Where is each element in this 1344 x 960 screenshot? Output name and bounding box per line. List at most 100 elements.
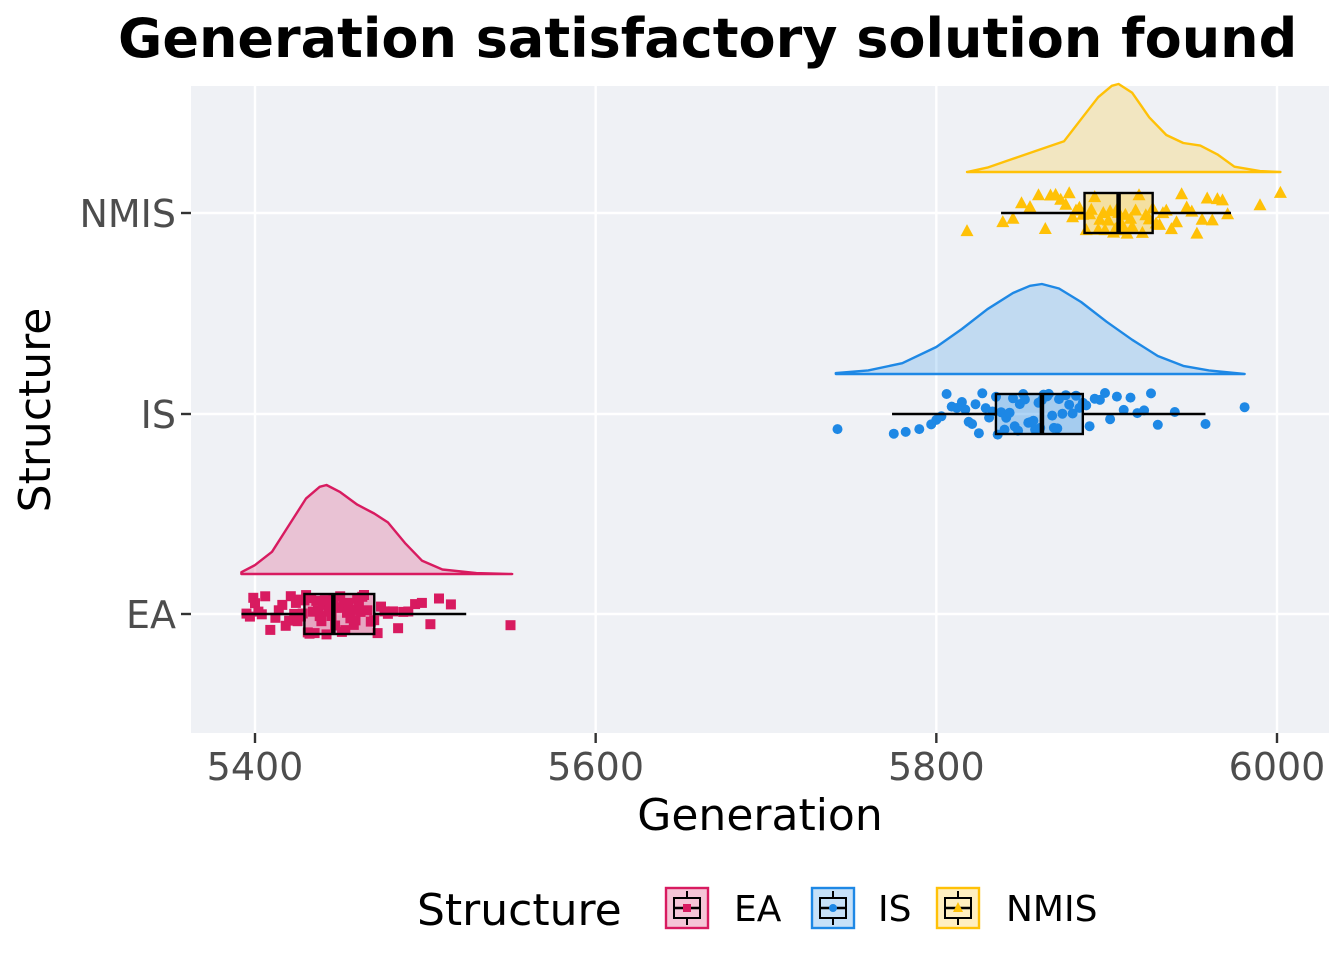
point-ea bbox=[244, 611, 255, 622]
point-nmis bbox=[1170, 215, 1183, 228]
point-nmis bbox=[1190, 226, 1204, 239]
point-ea bbox=[280, 620, 291, 631]
point-ea bbox=[273, 605, 284, 616]
point-nmis bbox=[1062, 186, 1076, 199]
point-ea bbox=[313, 605, 323, 616]
point-ea bbox=[434, 593, 444, 604]
point-is bbox=[956, 397, 967, 407]
point-nmis bbox=[1124, 211, 1137, 224]
point-nmis bbox=[1006, 211, 1020, 224]
point-ea bbox=[319, 595, 330, 606]
point-nmis bbox=[1175, 187, 1189, 200]
point-nmis bbox=[1153, 217, 1166, 230]
point-ea bbox=[445, 599, 456, 610]
y-tick-label-ea: EA bbox=[126, 593, 176, 637]
legend-marker-ea bbox=[683, 904, 691, 912]
point-nmis bbox=[1084, 202, 1098, 215]
legend-title: Structure bbox=[417, 885, 622, 936]
point-ea bbox=[338, 598, 349, 608]
x-tick-label-5600: 5600 bbox=[547, 745, 644, 789]
point-ea bbox=[248, 592, 259, 603]
point-is bbox=[1111, 391, 1122, 402]
density-clouds bbox=[240, 82, 1282, 576]
point-nmis bbox=[1032, 188, 1045, 201]
point-is bbox=[973, 428, 984, 439]
point-nmis bbox=[1023, 200, 1037, 213]
point-is bbox=[1239, 402, 1250, 413]
point-is bbox=[1152, 419, 1163, 430]
point-nmis bbox=[1088, 190, 1102, 203]
legend: Structure EA IS NMIS bbox=[417, 885, 1097, 936]
point-is bbox=[1008, 393, 1018, 404]
x-tick-label-5400: 5400 bbox=[207, 745, 304, 789]
point-nmis bbox=[1205, 213, 1219, 226]
point-nmis bbox=[1129, 203, 1143, 216]
point-ea bbox=[314, 611, 325, 622]
point-ea bbox=[345, 613, 356, 624]
point-ea bbox=[294, 594, 305, 605]
point-is bbox=[1004, 407, 1015, 418]
point-nmis bbox=[1253, 198, 1267, 211]
point-is bbox=[1028, 415, 1039, 426]
density-is bbox=[834, 282, 1246, 376]
y-tick-label-is: IS bbox=[141, 393, 176, 437]
point-ea bbox=[410, 599, 421, 610]
box-ea bbox=[303, 592, 376, 636]
point-ea bbox=[284, 615, 295, 626]
point-ea bbox=[403, 606, 414, 617]
point-ea bbox=[350, 615, 361, 626]
legend-label-nmis: NMIS bbox=[1006, 889, 1097, 930]
point-ea bbox=[260, 591, 271, 602]
point-nmis bbox=[1093, 212, 1107, 225]
x-axis-title: Generation bbox=[637, 790, 882, 841]
point-ea bbox=[270, 612, 281, 623]
plot-panel bbox=[191, 86, 1329, 733]
point-is bbox=[1094, 394, 1105, 405]
point-is bbox=[1100, 388, 1110, 398]
point-nmis bbox=[1216, 193, 1229, 206]
point-ea bbox=[343, 597, 354, 608]
point-is bbox=[960, 404, 971, 415]
point-ea bbox=[285, 591, 296, 602]
point-nmis bbox=[1059, 197, 1073, 210]
box-is bbox=[994, 392, 1085, 436]
point-ea bbox=[505, 620, 516, 631]
y-axis-title: Structure bbox=[10, 308, 61, 513]
point-is bbox=[1118, 404, 1129, 415]
point-is bbox=[941, 389, 952, 399]
density-ea bbox=[240, 483, 514, 576]
point-nmis bbox=[1038, 222, 1052, 234]
point-ea bbox=[265, 624, 276, 635]
point-is bbox=[1064, 399, 1075, 410]
point-nmis bbox=[1200, 191, 1214, 204]
boxplots bbox=[241, 191, 1232, 636]
point-ea bbox=[277, 599, 288, 610]
point-is bbox=[970, 399, 981, 410]
y-axis: EA IS NMIS bbox=[79, 192, 191, 637]
point-nmis bbox=[996, 215, 1010, 228]
point-nmis bbox=[1273, 185, 1287, 198]
point-ea bbox=[398, 606, 409, 617]
point-is bbox=[1105, 414, 1116, 425]
legend-label-ea: EA bbox=[734, 889, 782, 930]
point-ea bbox=[393, 623, 404, 634]
point-ea bbox=[388, 606, 398, 617]
point-is bbox=[1067, 408, 1078, 419]
point-is bbox=[1057, 408, 1068, 419]
point-ea bbox=[335, 591, 346, 602]
point-ea bbox=[316, 616, 327, 627]
legend-label-is: IS bbox=[878, 889, 911, 930]
point-nmis bbox=[1125, 219, 1139, 232]
point-is bbox=[1125, 392, 1136, 403]
point-is bbox=[977, 388, 988, 399]
point-is bbox=[1169, 407, 1180, 417]
point-nmis bbox=[1015, 196, 1028, 209]
legend-marker-is bbox=[829, 904, 837, 912]
point-is bbox=[1047, 410, 1058, 421]
point-ea bbox=[416, 597, 427, 608]
point-is bbox=[967, 419, 978, 429]
point-ea bbox=[353, 597, 364, 608]
point-nmis bbox=[960, 224, 974, 237]
point-ea bbox=[425, 619, 436, 630]
